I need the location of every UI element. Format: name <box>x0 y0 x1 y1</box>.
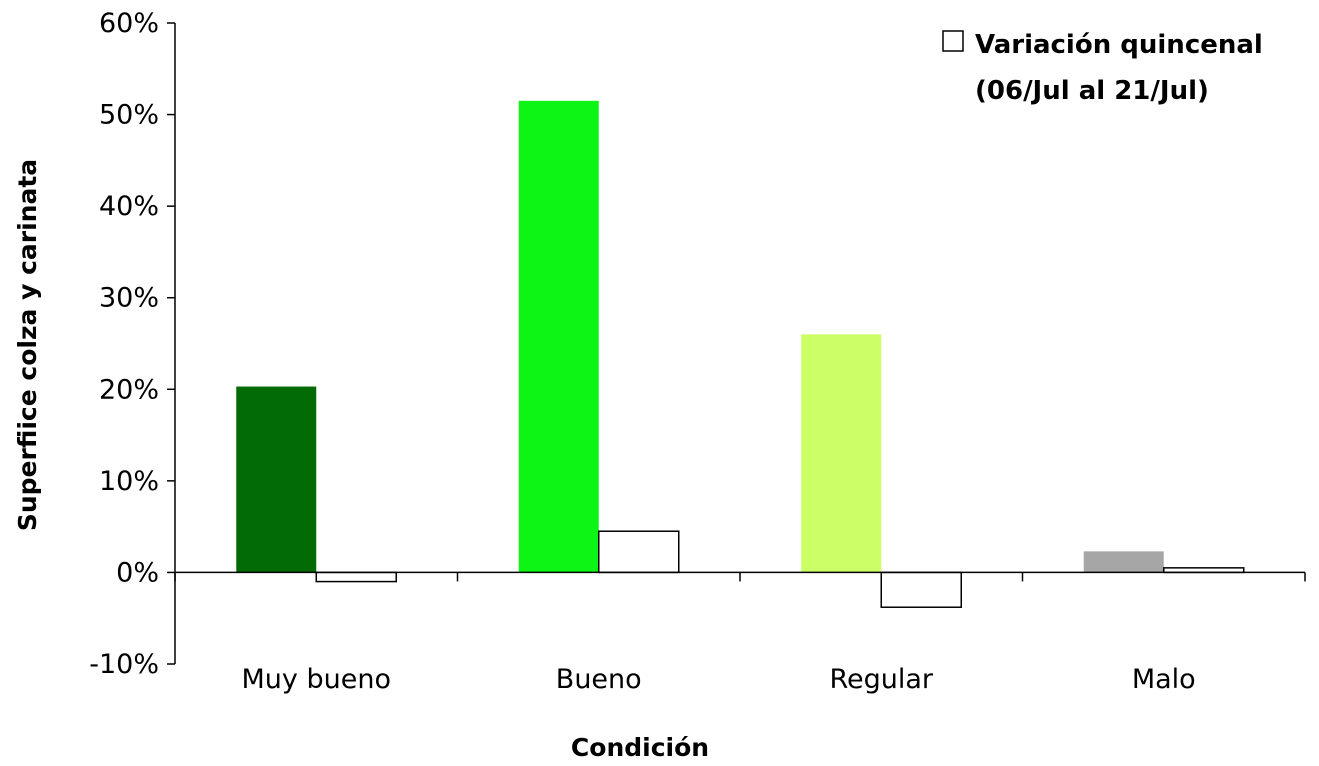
bar-bueno <box>518 100 599 573</box>
legend: Variación quincenal (06/Jul al 21/Jul) <box>942 30 1263 106</box>
bars <box>236 100 1245 608</box>
y-tick-label: -10% <box>89 649 159 680</box>
y-axis-ticks: -10% 0% 10% 20% 30% 40% 50% 60% <box>89 8 175 680</box>
y-axis-title: Superfiice colza y carinata <box>13 159 42 531</box>
variation-bar-bueno <box>598 530 680 574</box>
category-label: Malo <box>1132 664 1196 695</box>
category-label: Bueno <box>556 664 642 695</box>
y-tick-label: 10% <box>99 466 159 497</box>
bar-malo <box>1083 551 1164 573</box>
y-tick-label: 20% <box>99 374 159 405</box>
y-tick-label: 40% <box>99 191 159 222</box>
variation-bar-regular <box>880 571 962 608</box>
category-label: Regular <box>829 664 933 695</box>
legend-line-2: (06/Jul al 21/Jul) <box>975 76 1209 106</box>
bar-muy-bueno <box>236 386 317 573</box>
y-tick-label: 50% <box>99 100 159 131</box>
x-axis-title: Condición <box>571 733 709 762</box>
variation-bar-muy-bueno <box>315 571 397 583</box>
x-axis-categories: Muy bueno Bueno Regular Malo <box>242 664 1196 695</box>
axes <box>174 23 1306 664</box>
legend-line-1: Variación quincenal <box>975 30 1263 60</box>
legend-swatch <box>942 30 964 52</box>
bar-regular <box>801 334 882 573</box>
y-tick-label: 30% <box>99 283 159 314</box>
category-label: Muy bueno <box>242 664 391 695</box>
y-tick-label: 0% <box>116 557 159 588</box>
y-tick-label: 60% <box>99 8 159 39</box>
